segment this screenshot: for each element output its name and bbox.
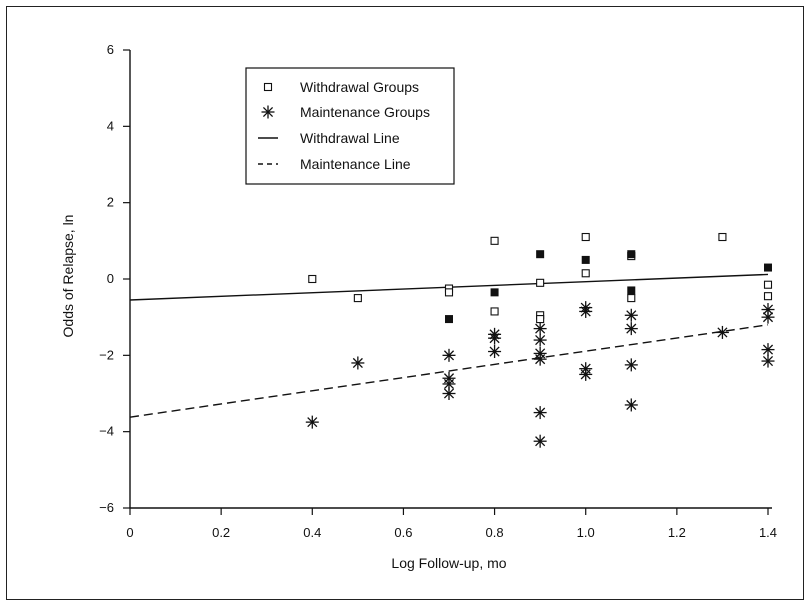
maintenance-point bbox=[579, 304, 593, 318]
maintenance-point bbox=[488, 331, 502, 345]
maintenance-point bbox=[533, 322, 547, 336]
filled-square-point bbox=[445, 315, 453, 324]
legend-label: Maintenance Line bbox=[300, 156, 411, 172]
legend-box bbox=[245, 67, 455, 185]
withdrawal-point bbox=[763, 292, 773, 301]
x-tick-label: 0.4 bbox=[303, 525, 321, 540]
maintenance-point bbox=[533, 352, 547, 366]
withdrawal-point bbox=[490, 236, 499, 245]
maintenance-point bbox=[533, 406, 547, 420]
withdrawal-point bbox=[490, 307, 499, 316]
maintenance-point bbox=[533, 434, 547, 448]
y-tick-label: −6 bbox=[99, 500, 114, 515]
x-tick-label: 0.6 bbox=[394, 525, 412, 540]
maintenance-point bbox=[624, 398, 638, 412]
maintenance-point bbox=[351, 356, 365, 370]
x-tick-label: 0 bbox=[126, 525, 133, 540]
withdrawal-point bbox=[718, 232, 727, 242]
withdrawal-point bbox=[536, 315, 545, 324]
filled-square-point bbox=[627, 286, 636, 295]
filled-square-point bbox=[581, 255, 590, 264]
x-tick-label: 1.4 bbox=[759, 525, 777, 540]
withdrawal-point bbox=[627, 294, 636, 303]
maintenance-point bbox=[442, 387, 456, 400]
x-axis-title: Log Follow-up, mo bbox=[391, 555, 506, 571]
y-tick-label: 4 bbox=[107, 118, 114, 133]
maintenance-point bbox=[533, 333, 547, 347]
withdrawal-point bbox=[763, 280, 773, 289]
withdrawal-point bbox=[581, 269, 590, 278]
withdrawal-point bbox=[581, 232, 590, 242]
maintenance-point bbox=[715, 325, 729, 339]
maintenance-point bbox=[488, 345, 502, 359]
y-axis-title: Odds of Relapse, ln bbox=[60, 215, 76, 338]
maintenance-point bbox=[442, 348, 456, 362]
x-tick-label: 0.8 bbox=[486, 525, 504, 540]
filled-square-point bbox=[764, 263, 772, 272]
maintenance-point bbox=[624, 308, 638, 322]
data-points bbox=[305, 232, 775, 448]
maintenance-point bbox=[305, 415, 319, 429]
axes: 6 4 2 0 −2 −4 −6 0 0.2 0.4 0.6 0.8 1.0 1.2 1.4 bbox=[99, 42, 777, 540]
maintenance-point bbox=[624, 358, 638, 372]
maintenance-point bbox=[761, 343, 775, 357]
withdrawal-point bbox=[536, 278, 545, 287]
y-tick-label: −2 bbox=[99, 347, 114, 362]
legend-label: Maintenance Groups bbox=[300, 104, 430, 120]
y-tick-label: −4 bbox=[99, 424, 114, 439]
y-tick-label: 0 bbox=[107, 271, 114, 286]
withdrawal-point bbox=[308, 274, 317, 284]
filled-square-point bbox=[627, 250, 636, 259]
x-tick-label: 0.2 bbox=[212, 525, 230, 540]
legend-symbol-asterisk bbox=[261, 105, 275, 119]
y-tick-label: 6 bbox=[107, 42, 114, 57]
y-tick-label: 2 bbox=[107, 195, 114, 210]
filled-square-point bbox=[536, 250, 545, 259]
filled-square-point bbox=[490, 288, 499, 297]
maintenance-point bbox=[761, 310, 775, 324]
maintenance-point bbox=[624, 322, 638, 336]
maintenance-line bbox=[129, 324, 769, 418]
legend-symbol-open-square bbox=[263, 82, 273, 92]
withdrawal-point bbox=[444, 288, 454, 297]
legend: Withdrawal Groups Maintenance Groups Withd… bbox=[245, 67, 455, 185]
maintenance-point bbox=[761, 354, 775, 368]
withdrawal-point bbox=[353, 294, 362, 303]
legend-label: Withdrawal Line bbox=[300, 130, 400, 146]
x-tick-label: 1.0 bbox=[577, 525, 595, 540]
maintenance-point bbox=[579, 367, 593, 381]
legend-label: Withdrawal Groups bbox=[300, 79, 419, 95]
x-tick-label: 1.2 bbox=[668, 525, 686, 540]
